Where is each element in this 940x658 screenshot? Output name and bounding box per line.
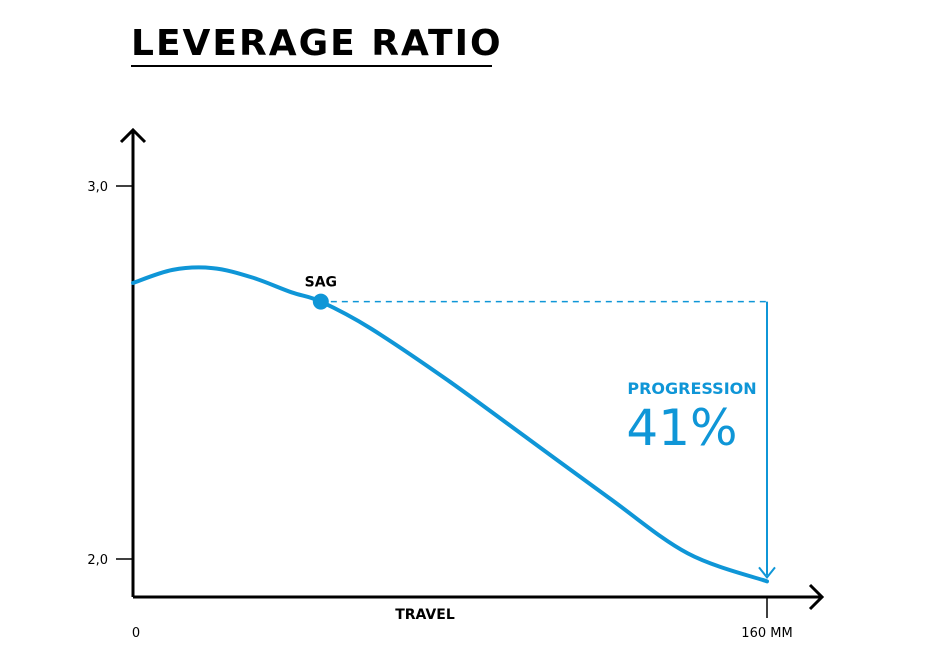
title-underline bbox=[131, 65, 492, 67]
x-axis-label: TRAVEL bbox=[395, 607, 455, 623]
chart-title: LEVERAGE RATIO bbox=[131, 23, 503, 64]
x-axis-arrowhead bbox=[808, 583, 825, 611]
leverage-curve bbox=[131, 265, 769, 584]
progression-label: PROGRESSION bbox=[627, 379, 756, 398]
y-axis-arrowhead bbox=[119, 127, 147, 144]
y-tick-label-top: 3,0 bbox=[87, 180, 108, 195]
progression-arrowhead bbox=[758, 566, 776, 579]
sag-point bbox=[312, 293, 329, 310]
x-tick-label-start: 0 bbox=[132, 626, 140, 641]
y-tick-label-bottom: 2,0 bbox=[87, 553, 108, 568]
x-tick-label-end: 160 MM bbox=[741, 626, 792, 641]
progression-value: 41% bbox=[626, 399, 737, 457]
sag-label: SAG bbox=[305, 275, 337, 291]
